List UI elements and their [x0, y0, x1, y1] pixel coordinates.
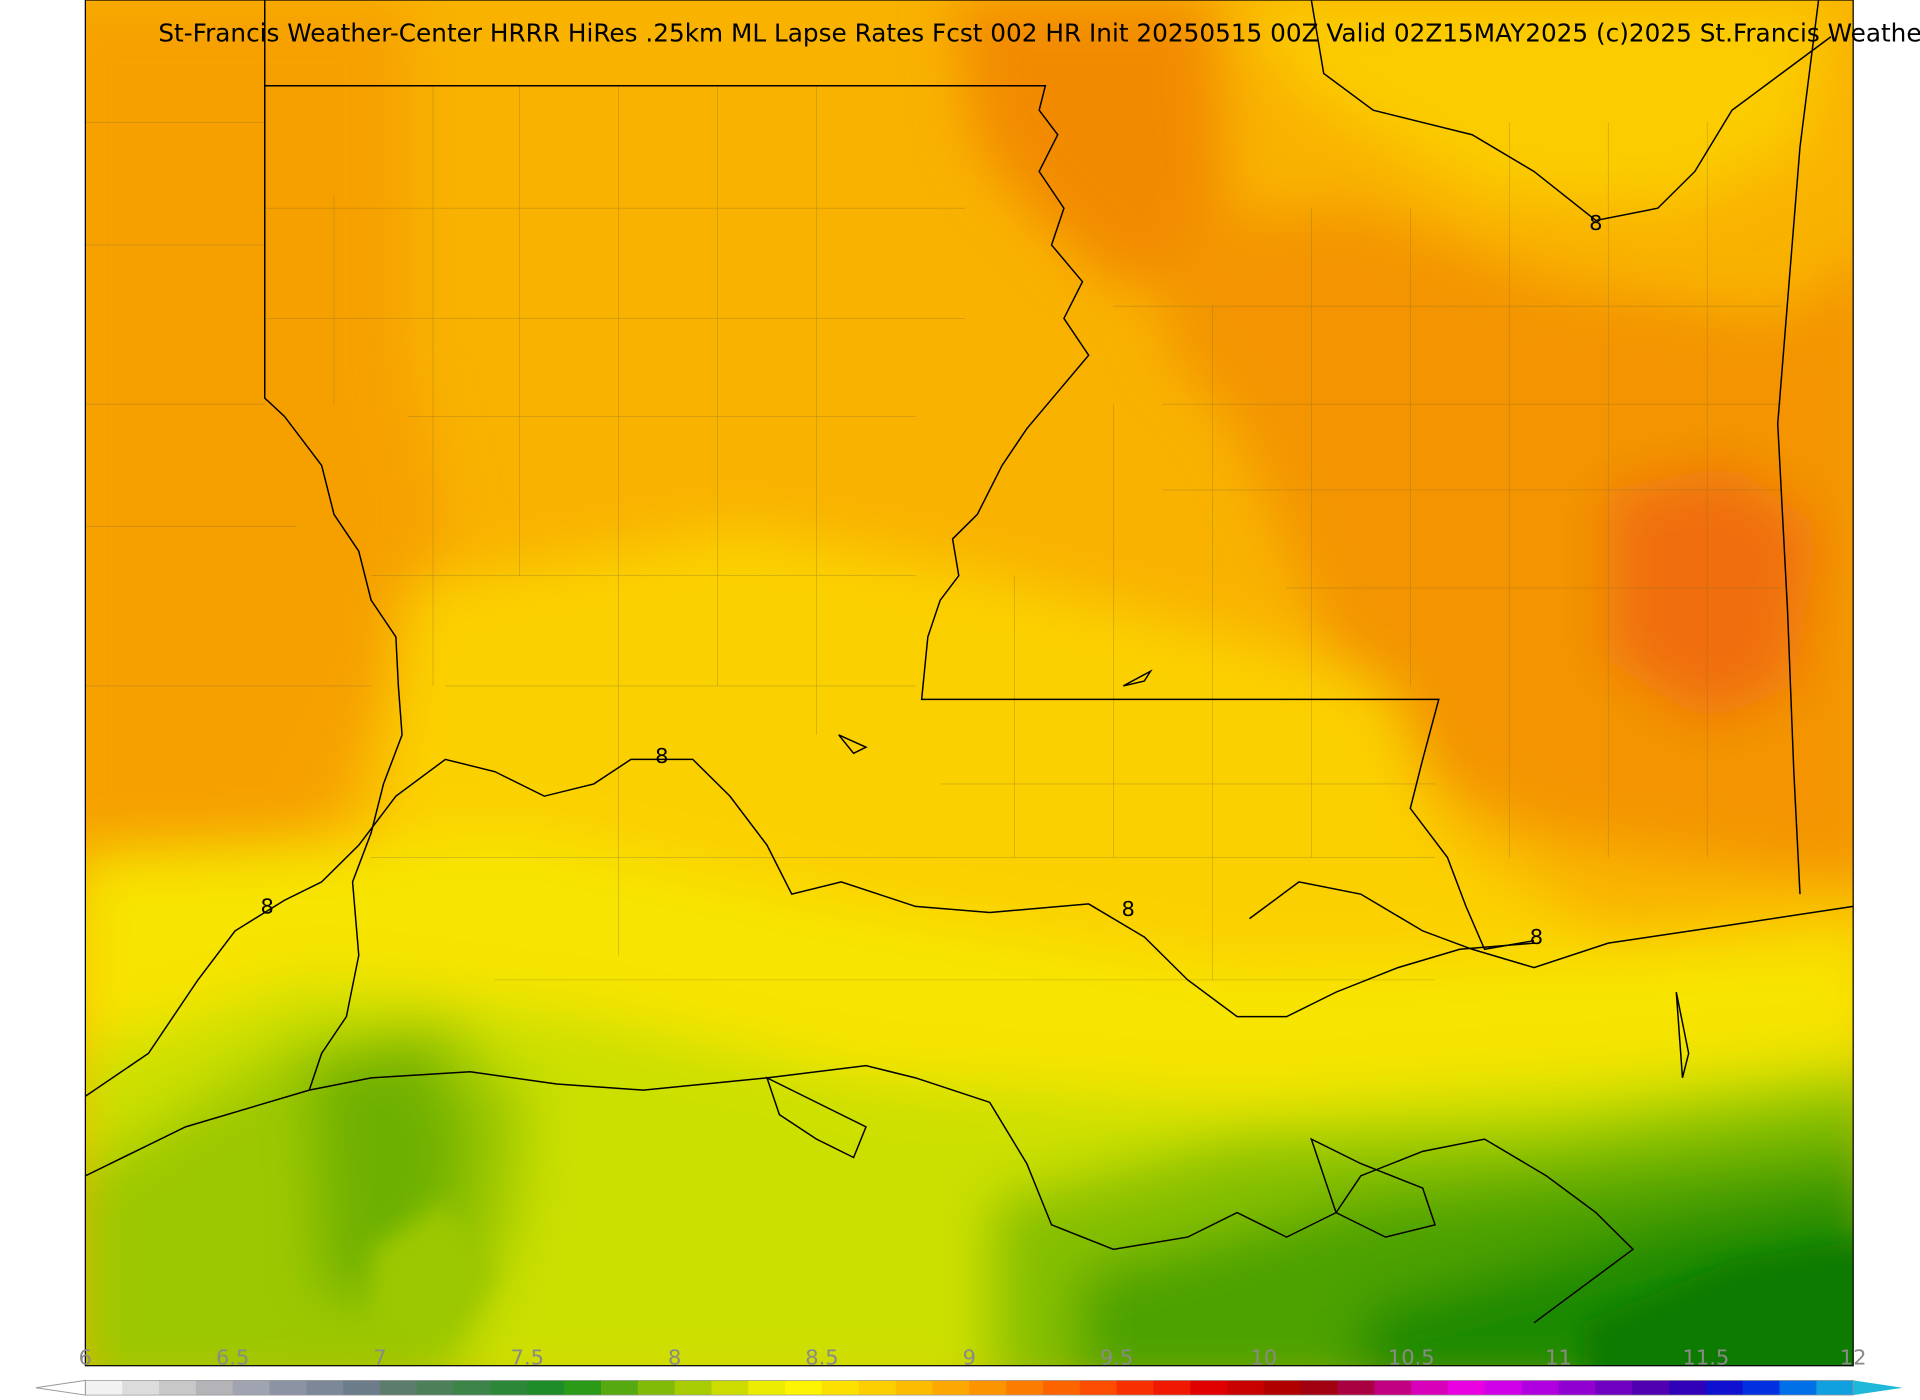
county-lines	[85, 85, 1782, 981]
colorbar-swatch	[1779, 1380, 1817, 1396]
colorbar-swatch	[159, 1380, 197, 1396]
colorbar-tick-label: 6	[79, 1346, 92, 1370]
colorbar-tick-label: 6.5	[216, 1346, 249, 1370]
colorbar-swatch	[1263, 1380, 1302, 1396]
colorbar-swatch	[637, 1380, 676, 1396]
colorbar-tick-label: 7.5	[511, 1346, 544, 1370]
colorbar-swatch	[1079, 1380, 1117, 1396]
colorbar-swatch	[85, 1380, 123, 1396]
colorbar-over	[1853, 1380, 1903, 1396]
colorbar-swatch	[1669, 1380, 1707, 1396]
colorbar-swatch	[380, 1380, 418, 1396]
colorbar-swatch	[1006, 1380, 1044, 1396]
colorbar-outline	[84, 1380, 1854, 1396]
colorbar-swatch	[1558, 1380, 1596, 1396]
lapse-rate-field	[85, 0, 1854, 1366]
colorbar-swatch	[1042, 1380, 1081, 1396]
colorbar-swatch	[969, 1380, 1007, 1396]
colorbar-tick-label: 10.5	[1388, 1346, 1435, 1370]
contour-8	[85, 0, 1832, 1097]
contour-label: 8	[261, 895, 274, 919]
colorbar-swatch	[895, 1380, 933, 1396]
colorbar-swatch	[1227, 1380, 1265, 1396]
colorbar-swatch	[343, 1380, 381, 1396]
colorbar-swatch	[748, 1380, 786, 1396]
colorbar-swatch	[527, 1380, 565, 1396]
contour-label: 8	[1530, 925, 1543, 949]
state-borders	[85, 0, 1854, 1324]
colorbar-swatch	[1300, 1380, 1338, 1396]
colorbar-swatch	[674, 1380, 712, 1396]
colorbar-tick-label: 8.5	[805, 1346, 838, 1370]
colorbar-swatch	[232, 1380, 270, 1396]
colorbar-under	[35, 1379, 86, 1396]
colorbar-swatch	[269, 1380, 307, 1396]
contour-label: 8	[1589, 211, 1602, 235]
colorbar-swatch	[1632, 1380, 1670, 1396]
colorbar-swatch	[1116, 1380, 1154, 1396]
colorbar-swatch	[600, 1380, 639, 1396]
colorbar-swatch	[453, 1380, 491, 1396]
map-title: St-Francis Weather-Center HRRR HiRes .25…	[158, 19, 1920, 48]
colorbar-swatch	[1411, 1380, 1449, 1396]
colorbar-swatch	[1337, 1380, 1375, 1396]
colorbar-swatch	[122, 1380, 160, 1396]
colorbar-swatch	[1742, 1380, 1780, 1396]
colorbar-swatch	[1448, 1380, 1486, 1396]
colorbar-swatch	[1816, 1380, 1854, 1396]
colorbar-swatch	[306, 1380, 344, 1396]
colorbar-swatch	[932, 1380, 970, 1396]
colorbar-tick-label: 12	[1840, 1346, 1867, 1370]
colorbar-tick-label: 9	[963, 1346, 976, 1370]
colorbar-tick-label: 11	[1545, 1346, 1572, 1370]
colorbar-swatch	[1374, 1380, 1412, 1396]
colorbar-swatch	[858, 1380, 896, 1396]
colorbar-swatch	[564, 1380, 602, 1396]
colorbar-swatch	[711, 1380, 749, 1396]
colorbar-swatch	[490, 1380, 528, 1396]
colorbar-tick-label: 8	[668, 1346, 681, 1370]
colorbar-swatch	[1705, 1380, 1744, 1396]
colorbar-swatch	[416, 1380, 455, 1396]
colorbar-swatch	[1521, 1380, 1559, 1396]
colorbar-tick-label: 9.5	[1100, 1346, 1133, 1370]
colorbar-swatch	[821, 1380, 860, 1396]
colorbar-swatch	[785, 1380, 823, 1396]
colorbar-swatch	[1190, 1380, 1228, 1396]
colorbar-swatch	[1595, 1380, 1633, 1396]
contour-label: 8	[1122, 897, 1135, 921]
contour-label: 8	[655, 744, 668, 768]
map-frame	[84, 0, 1854, 1367]
colorbar: 6 6.5 7 7.5 8 8.5 9 9.5 10 10.5 11 11.5 12	[35, 1346, 1903, 1396]
colorbar-tick-label: 11.5	[1682, 1346, 1729, 1370]
colorbar-tick-label: 7	[373, 1346, 386, 1370]
colorbar-swatch	[1153, 1380, 1191, 1396]
colorbar-tick-label: 10	[1251, 1346, 1278, 1370]
colorbar-swatch	[195, 1380, 234, 1396]
contour-labels: 8 8 8 8 8	[261, 211, 1603, 949]
colorbar-swatch	[1484, 1380, 1523, 1396]
